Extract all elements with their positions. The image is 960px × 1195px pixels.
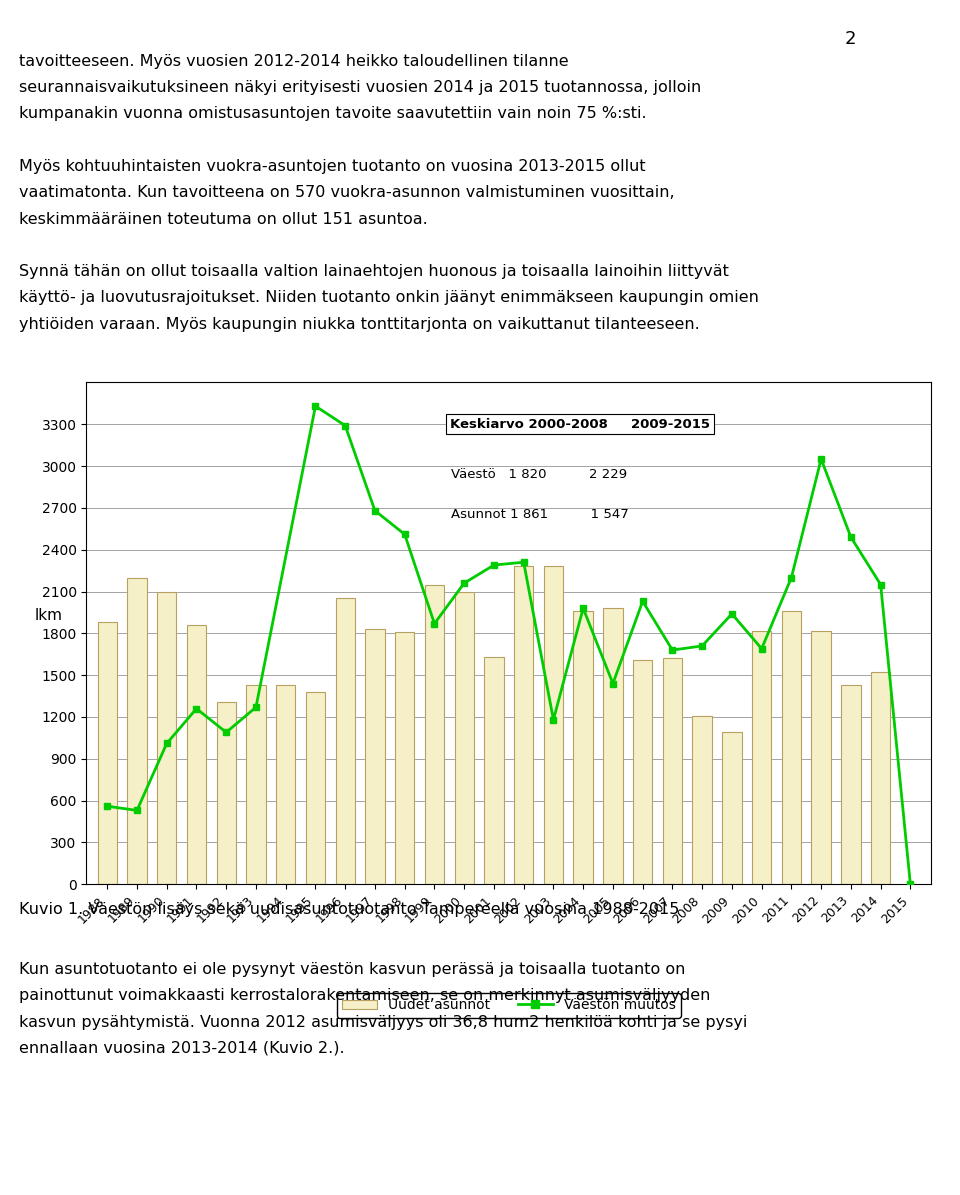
Bar <box>424 584 444 884</box>
Text: 2: 2 <box>845 30 856 48</box>
Text: kasvun pysähtymistä. Vuonna 2012 asumisväljyys oli 36,8 hum2 henkilöä kohti ja s: kasvun pysähtymistä. Vuonna 2012 asumisv… <box>19 1015 748 1030</box>
Bar <box>722 733 741 884</box>
Bar <box>543 566 564 884</box>
Bar <box>247 685 266 884</box>
Text: painottunut voimakkaasti kerrostalorakentamiseen, se on merkinnyt asumisväljyyde: painottunut voimakkaasti kerrostaloraken… <box>19 988 710 1004</box>
Text: yhtiöiden varaan. Myös kaupungin niukka tonttitarjonta on vaikuttanut tilanteese: yhtiöiden varaan. Myös kaupungin niukka … <box>19 317 700 332</box>
Bar <box>811 631 830 884</box>
Text: seurannaisvaikutuksineen näkyi erityisesti vuosien 2014 ja 2015 tuotannossa, jol: seurannaisvaikutuksineen näkyi erityises… <box>19 80 702 96</box>
Bar <box>514 566 534 884</box>
Bar <box>603 608 623 884</box>
Text: Myös kohtuuhintaisten vuokra-asuntojen tuotanto on vuosina 2013-2015 ollut: Myös kohtuuhintaisten vuokra-asuntojen t… <box>19 159 646 174</box>
Bar <box>484 657 504 884</box>
Text: käyttö- ja luovutusrajoitukset. Niiden tuotanto onkin jäänyt enimmäkseen kaupung: käyttö- ja luovutusrajoitukset. Niiden t… <box>19 290 759 306</box>
Bar <box>781 611 801 884</box>
Bar <box>157 592 177 884</box>
Bar <box>365 629 385 884</box>
Text: kumpanakin vuonna omistusasuntojen tavoite saavutettiin vain noin 75 %:sti.: kumpanakin vuonna omistusasuntojen tavoi… <box>19 106 647 122</box>
Bar <box>98 623 117 884</box>
Text: vaatimatonta. Kun tavoitteena on 570 vuokra-asunnon valmistuminen vuosittain,: vaatimatonta. Kun tavoitteena on 570 vuo… <box>19 185 675 201</box>
Text: tavoitteeseen. Myös vuosien 2012-2014 heikko taloudellinen tilanne: tavoitteeseen. Myös vuosien 2012-2014 he… <box>19 54 569 69</box>
Text: Kuvio 1. Väestön lisäys sekä uudisasuntotuotanto Tampereella vuosina 1988-2015: Kuvio 1. Väestön lisäys sekä uudisasunto… <box>19 902 680 918</box>
Text: Asunnot 1 861          1 547: Asunnot 1 861 1 547 <box>451 508 629 521</box>
Bar <box>217 701 236 884</box>
Text: Synnä tähän on ollut toisaalla valtion lainaehtojen huonous ja toisaalla lainoih: Synnä tähän on ollut toisaalla valtion l… <box>19 264 729 280</box>
Bar <box>187 625 206 884</box>
Bar <box>573 611 593 884</box>
Text: Kun asuntotuotanto ei ole pysynyt väestön kasvun perässä ja toisaalla tuotanto o: Kun asuntotuotanto ei ole pysynyt väestö… <box>19 962 685 978</box>
Bar <box>692 716 711 884</box>
Bar <box>454 592 474 884</box>
Bar <box>306 692 325 884</box>
Bar <box>336 599 355 884</box>
Bar <box>752 631 771 884</box>
Bar <box>871 673 890 884</box>
Bar <box>633 660 653 884</box>
Legend: Uudet asunnot, Väestön muutos: Uudet asunnot, Väestön muutos <box>337 993 681 1018</box>
Y-axis label: lkm: lkm <box>35 608 62 624</box>
Text: Väestö   1 820          2 229: Väestö 1 820 2 229 <box>451 467 628 480</box>
Bar <box>276 685 296 884</box>
Text: Keskiarvo 2000-2008     2009-2015: Keskiarvo 2000-2008 2009-2015 <box>449 417 709 430</box>
Bar <box>841 685 860 884</box>
Bar <box>395 632 415 884</box>
Text: ennallaan vuosina 2013-2014 (Kuvio 2.).: ennallaan vuosina 2013-2014 (Kuvio 2.). <box>19 1041 345 1056</box>
Bar <box>662 658 682 884</box>
Bar <box>128 577 147 884</box>
Text: keskimmääräinen toteutuma on ollut 151 asuntoa.: keskimmääräinen toteutuma on ollut 151 a… <box>19 212 428 227</box>
